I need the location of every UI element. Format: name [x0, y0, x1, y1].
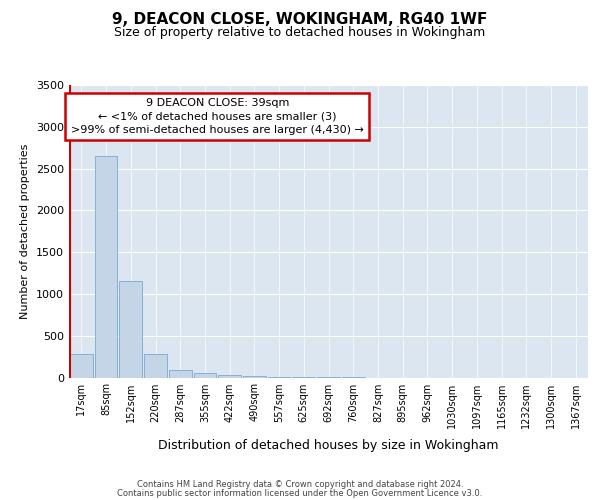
Bar — [70, 354, 93, 378]
Bar — [95, 156, 118, 378]
Bar — [218, 375, 241, 378]
Text: Contains HM Land Registry data © Crown copyright and database right 2024.: Contains HM Land Registry data © Crown c… — [137, 480, 463, 489]
Text: 9 DEACON CLOSE: 39sqm
← <1% of detached houses are smaller (3)
>99% of semi-deta: 9 DEACON CLOSE: 39sqm ← <1% of detached … — [71, 98, 364, 135]
Bar — [144, 354, 167, 378]
Text: Contains public sector information licensed under the Open Government Licence v3: Contains public sector information licen… — [118, 488, 482, 498]
Bar — [243, 376, 266, 378]
Text: Size of property relative to detached houses in Wokingham: Size of property relative to detached ho… — [115, 26, 485, 39]
Y-axis label: Number of detached properties: Number of detached properties — [20, 144, 31, 319]
Bar — [169, 370, 191, 378]
Bar — [194, 374, 216, 378]
Bar — [119, 282, 142, 378]
Text: 9, DEACON CLOSE, WOKINGHAM, RG40 1WF: 9, DEACON CLOSE, WOKINGHAM, RG40 1WF — [112, 12, 488, 28]
X-axis label: Distribution of detached houses by size in Wokingham: Distribution of detached houses by size … — [158, 439, 499, 452]
